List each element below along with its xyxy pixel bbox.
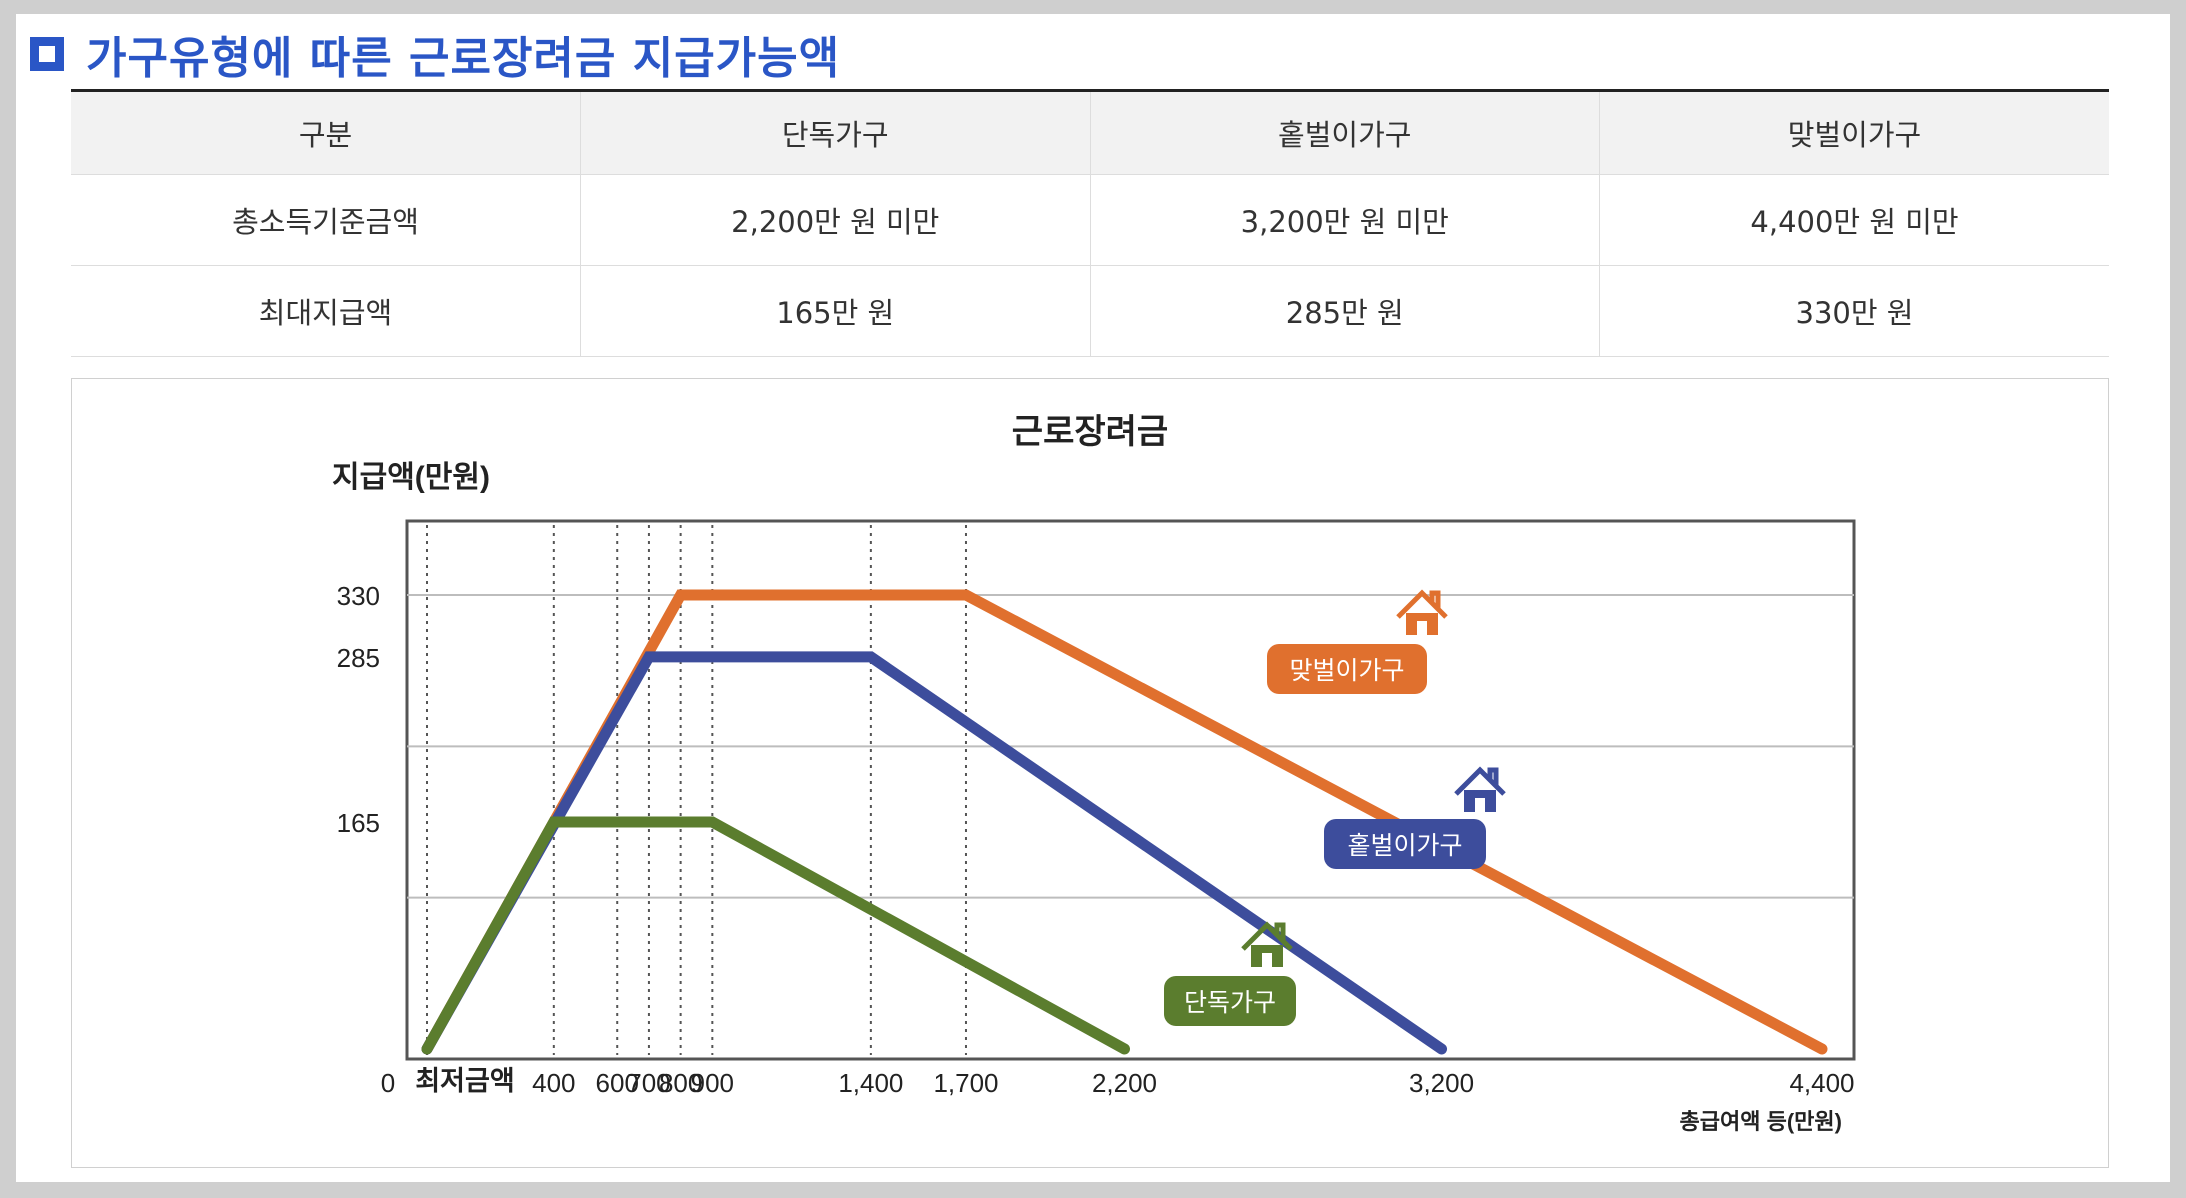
table-header-cell: 구분 [71,90,581,175]
series-label: 홑벌이가구 [1347,832,1462,860]
section-title: 가구유형에 따른 근로장려금 지급가능액 [86,33,841,84]
series-label-bg [1324,819,1486,869]
x-tick-label: 400 [532,1068,575,1098]
benefit-table: 구분 단독가구 홑벌이가구 맞벌이가구 총소득기준금액 2,200만 원 미만 … [71,89,2109,357]
table-header-cell: 홑벌이가구 [1089,90,1600,175]
house-icon [1396,589,1448,635]
table-cell: 330만 원 [1599,265,2109,357]
x-tick-label: 3,200 [1409,1068,1474,1098]
table-cell: 3,200만 원 미만 [1089,174,1600,266]
x-tick-label: 800 [659,1068,702,1098]
series-label-bg [1164,976,1296,1026]
x-tick-label: 600 [596,1068,639,1098]
y-tick-label: 285 [337,643,380,673]
table-cell: 2,200만 원 미만 [580,174,1090,266]
table-row-label: 총소득기준금액 [71,174,581,266]
table-header-cell: 단독가구 [580,90,1090,175]
y-tick-label: 165 [337,808,380,838]
table-cell: 4,400만 원 미만 [1599,174,2109,266]
series-label-bg [1267,644,1427,694]
table-header-cell: 맞벌이가구 [1599,90,2109,175]
x-tick-label: 2,200 [1092,1068,1157,1098]
table-cell: 165만 원 [580,265,1090,357]
square-bullet-icon [30,37,64,71]
x-tick-label: 4,400 [1789,1068,1854,1098]
section-heading: 가구유형에 따른 근로장려금 지급가능액 [30,24,840,84]
x-tick-label: 700 [627,1068,670,1098]
table-row: 최대지급액 165만 원 285만 원 330만 원 [71,265,2109,357]
y-tick-label: 330 [337,581,380,611]
x-tick-label: 1,400 [838,1068,903,1098]
x-tick-label: 900 [691,1068,734,1098]
series-line [421,816,1130,1055]
series-label: 단독가구 [1184,989,1276,1017]
table-row-label: 최대지급액 [71,265,581,357]
x-axis-label: 총급여액 등(만원) [1680,1109,1842,1134]
content-panel: 가구유형에 따른 근로장려금 지급가능액 구분 단독가구 홑벌이가구 맞벌이가구… [16,14,2170,1182]
table-cell: 285만 원 [1089,265,1600,357]
house-icon [1454,766,1506,812]
series-label: 맞벌이가구 [1289,657,1404,685]
x-tick-label: 1,700 [933,1068,998,1098]
chart-title: 근로장려금 [1012,413,1168,451]
plot-frame [405,519,1856,1061]
x-tick-label: 0 [381,1068,395,1098]
x-tick-label: 최저금액 [415,1066,514,1096]
house-icon [1241,921,1293,967]
table-header-row: 구분 단독가구 홑벌이가구 맞벌이가구 [71,90,2109,175]
y-axis-label: 지급액(만원) [332,461,490,494]
table-row: 총소득기준금액 2,200만 원 미만 3,200만 원 미만 4,400만 원… [71,174,2109,266]
